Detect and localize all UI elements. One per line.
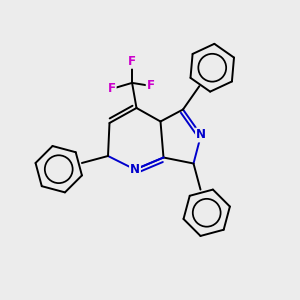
- Text: N: N: [130, 163, 140, 176]
- Text: N: N: [196, 128, 206, 142]
- Text: F: F: [108, 82, 116, 95]
- Text: F: F: [128, 55, 136, 68]
- Text: F: F: [147, 80, 155, 92]
